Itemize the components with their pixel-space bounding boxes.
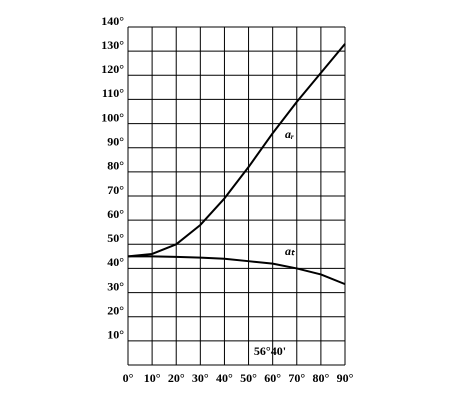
series-label: aᵣ xyxy=(285,127,294,141)
series-label: aₜ xyxy=(285,244,296,258)
x-tick-label: 0° xyxy=(123,371,134,385)
x-tick-label: 20° xyxy=(168,371,185,385)
y-tick-label: 130° xyxy=(101,38,124,52)
y-tick-label: 80° xyxy=(107,159,124,173)
y-tick-label: 60° xyxy=(107,207,124,221)
y-tick-label: 10° xyxy=(107,328,124,342)
y-tick-label: 120° xyxy=(101,62,124,76)
y-tick-label: 40° xyxy=(107,255,124,269)
series-line xyxy=(128,255,346,286)
y-tick-label: 100° xyxy=(101,110,124,124)
y-tick-label: 70° xyxy=(107,183,124,197)
x-tick-label: 50° xyxy=(240,371,257,385)
annotation: 56°40' xyxy=(254,344,286,358)
x-tick-label: 30° xyxy=(192,371,209,385)
x-tick-label: 10° xyxy=(144,371,161,385)
y-tick-label: 50° xyxy=(107,231,124,245)
x-tick-label: 90° xyxy=(337,371,354,385)
y-tick-label: 140° xyxy=(101,14,124,28)
y-tick-label: 20° xyxy=(107,303,124,317)
y-tick-label: 110° xyxy=(102,86,124,100)
x-tick-label: 40° xyxy=(216,371,233,385)
x-tick-label: 80° xyxy=(312,371,329,385)
x-tick-label: 70° xyxy=(288,371,305,385)
y-tick-label: 90° xyxy=(107,134,124,148)
x-tick-label: 60° xyxy=(264,371,281,385)
y-tick-label: 30° xyxy=(107,279,124,293)
series-line xyxy=(127,43,346,258)
